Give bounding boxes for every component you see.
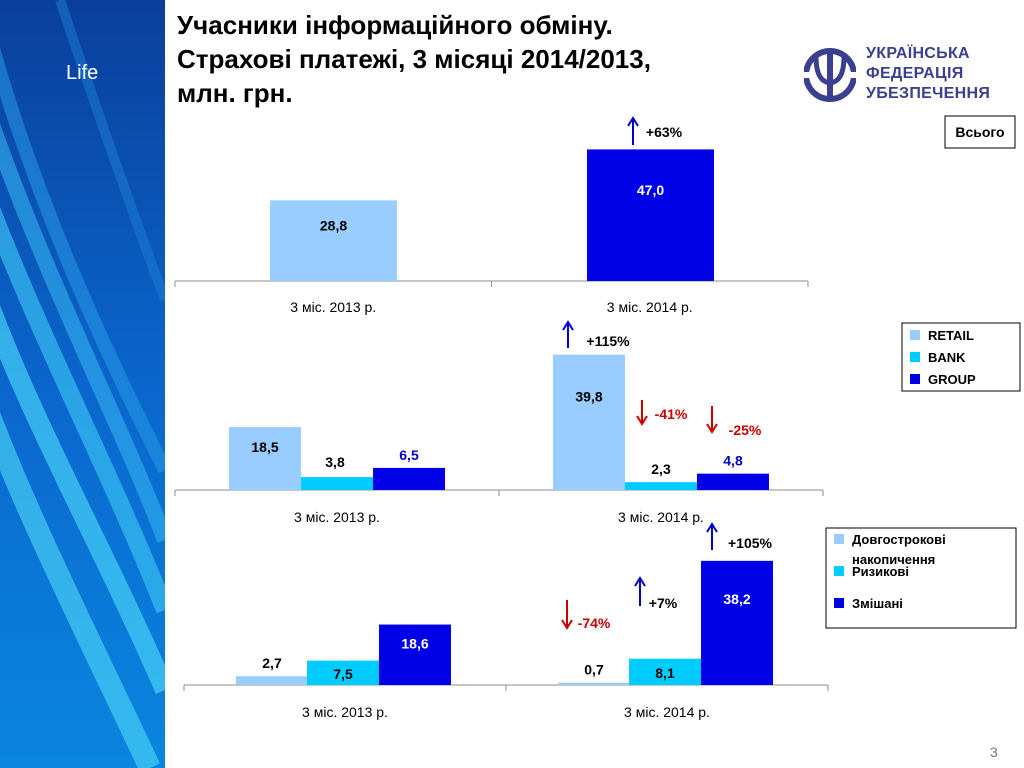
chart-3-data-label-s3-c1: 18,6 xyxy=(401,636,428,652)
chart-3-change-label-1: +105% xyxy=(728,535,773,551)
chart-1-change-label-1: +63% xyxy=(646,124,683,140)
chart-2-category-label-2: 3 міс. 2014 р. xyxy=(618,509,704,525)
chart-3-bar-s3-c1 xyxy=(379,624,451,685)
chart-2-data-label-s1-c2: 39,8 xyxy=(575,388,602,404)
chart-2-bar-s3-c1 xyxy=(373,467,445,490)
chart-2-data-label-s3-c1: 6,5 xyxy=(399,447,419,463)
chart-3-data-label-s2-c2: 8,1 xyxy=(655,665,675,681)
chart-2-up-arrow-icon-1 xyxy=(562,320,574,348)
chart-3-bar-s1-c1 xyxy=(236,676,308,685)
chart-1-category-label-2: 3 міс. 2014 р. xyxy=(607,299,693,315)
chart-3-category-label-2: 3 міс. 2014 р. xyxy=(624,704,710,720)
chart-3-up-arrow-icon-2-head xyxy=(634,576,646,587)
chart-3-bar-s1-c2 xyxy=(558,682,630,685)
chart-2-legend-swatch-2 xyxy=(910,352,920,362)
chart-3-up-arrow-icon-1 xyxy=(706,522,718,550)
chart-2-bar-s1-c1 xyxy=(229,427,301,490)
title-line-1: Учасники інформаційного обміну. xyxy=(177,10,613,40)
chart-2-data-label-s2-c2: 2,3 xyxy=(651,461,671,477)
chart-3-category-label-1: 3 міс. 2013 р. xyxy=(302,704,388,720)
chart-3-down-arrow-icon-3 xyxy=(561,600,573,630)
chart-2-down-arrow-icon-2 xyxy=(636,400,648,426)
decorative-sidebar xyxy=(0,0,165,768)
chart-3-bar-s3-c2 xyxy=(701,560,773,685)
chart-3-data-label-s2-c1: 7,5 xyxy=(333,666,353,682)
chart-3-legend-swatch-3 xyxy=(834,598,844,608)
chart-3-down-arrow-icon-3-head xyxy=(561,619,573,630)
logo-line-1: УКРАЇНСЬКА xyxy=(866,45,970,62)
chart-3-legend-swatch-1 xyxy=(834,534,844,544)
chart-3-legend-label-1-a: Довгострокові xyxy=(852,532,946,547)
chart-1-data-label-s1-c2: 47,0 xyxy=(637,182,664,198)
chart-2-bar-s3-c2 xyxy=(697,473,769,490)
page-number: 3 xyxy=(990,744,998,760)
chart-2-legend-label-1: RETAIL xyxy=(928,328,974,343)
chart-3-legend-swatch-2 xyxy=(834,566,844,576)
chart-2-up-arrow-icon-1-head xyxy=(562,320,574,331)
chart-2-change-label-3: -25% xyxy=(729,422,762,438)
chart-3-legend-label-1-b: накопичення xyxy=(852,552,935,567)
logo-text: УКРАЇНСЬКА ФЕДЕРАЦІЯ УБЕЗПЕЧЕННЯ xyxy=(866,44,990,104)
chart-2-data-label-s3-c2: 4,8 xyxy=(723,453,743,469)
chart-1-up-arrow-icon-1 xyxy=(627,116,639,145)
chart-2-category-label-1: 3 міс. 2013 р. xyxy=(294,509,380,525)
chart-3-change-label-3: -74% xyxy=(578,615,611,631)
chart-1-bar-s1-c1 xyxy=(270,200,397,281)
chart-2-bar-s2-c2 xyxy=(625,482,697,490)
chart-1-bar-s1-c2 xyxy=(587,149,714,281)
chart-3-data-label-s1-c2: 0,7 xyxy=(584,662,604,678)
chart-2-legend-box xyxy=(901,322,1021,392)
chart-3-bar-s2-c1 xyxy=(307,660,379,685)
chart-3-data-label-s1-c1: 2,7 xyxy=(262,655,282,671)
chart-1-legend-label-1: Всього xyxy=(955,124,1004,140)
chart-2-change-label-1: +115% xyxy=(586,333,630,349)
chart-1-category-label-1: 3 міс. 2013 р. xyxy=(290,299,376,315)
chart-3-legend-label-3: Змішані xyxy=(852,596,903,611)
chart-1-data-label-s1-c1: 28,8 xyxy=(320,218,347,234)
chart-2-change-label-2: -41% xyxy=(655,406,688,422)
chart-2-data-label-s2-c1: 3,8 xyxy=(325,454,345,470)
title-line-3: млн. грн. xyxy=(177,78,293,108)
chart-3-legend-box xyxy=(825,527,1017,629)
chart-2-legend-label-3: GROUP xyxy=(928,372,976,387)
chart-1-up-arrow-icon-1-head xyxy=(627,116,639,127)
chart-2-down-arrow-icon-3 xyxy=(706,406,718,434)
federation-logo-icon xyxy=(804,48,856,102)
slide-title: Учасники інформаційного обміну. Страхові… xyxy=(177,8,737,110)
title-line-2: Страхові платежі, 3 місяці 2014/2013, xyxy=(177,44,651,74)
chart-1-legend-box xyxy=(944,115,1016,149)
chart-2-legend-label-2: BANK xyxy=(928,350,966,365)
chart-2-legend-swatch-3 xyxy=(910,374,920,384)
chart-2-bar-s1-c2 xyxy=(553,354,625,490)
chart-3-data-label-s3-c2: 38,2 xyxy=(723,591,750,607)
chart-2-down-arrow-icon-3-head xyxy=(706,423,718,434)
chart-2-data-label-s1-c1: 18,5 xyxy=(251,439,278,455)
chart-2-down-arrow-icon-2-head xyxy=(636,415,648,426)
chart-3-bar-s2-c2 xyxy=(629,658,701,685)
sidebar-label: Life xyxy=(66,62,99,84)
chart-2-legend-swatch-1 xyxy=(910,330,920,340)
logo-line-3: УБЕЗПЕЧЕННЯ xyxy=(866,85,991,102)
chart-3-up-arrow-icon-2 xyxy=(634,576,646,606)
chart-3-up-arrow-icon-1-head xyxy=(706,522,718,533)
logo-line-2: ФЕДЕРАЦІЯ xyxy=(866,65,964,82)
chart-2-bar-s2-c1 xyxy=(301,477,373,490)
chart-3-legend-label-2: Ризикові xyxy=(852,564,909,579)
chart-3-change-label-2: +7% xyxy=(649,595,678,611)
